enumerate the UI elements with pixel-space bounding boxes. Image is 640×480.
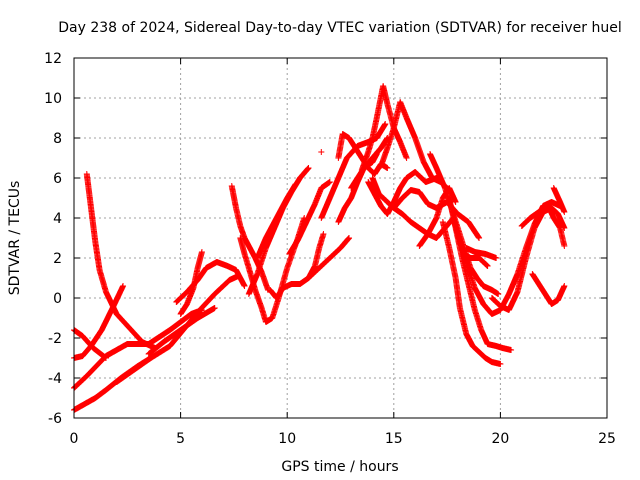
data-point-marks [463, 245, 500, 261]
plot-frame [73, 57, 608, 419]
data-point-marks [416, 185, 459, 249]
y-axis-label: SDTVAR / TECUs [7, 181, 23, 296]
data-series-s16 [305, 235, 353, 281]
data-series-s07 [145, 305, 218, 357]
data-series-s15 [286, 179, 333, 257]
x-tick-label: 5 [176, 431, 185, 447]
data-series-s24 [348, 151, 380, 191]
data-point-marks [348, 151, 380, 191]
x-tick-label: 25 [598, 431, 616, 447]
data-series-s33 [518, 201, 568, 249]
data-point-marks [335, 135, 391, 225]
x-tick-label: 20 [491, 431, 509, 447]
x-tick-label: 0 [70, 431, 79, 447]
data-series-s18 [335, 135, 391, 225]
y-tick-label: 0 [53, 291, 62, 307]
y-tick-label: 6 [53, 171, 62, 187]
data-series-s14 [267, 231, 327, 301]
y-tick-label: 8 [53, 131, 62, 147]
y-axis-ticks: -6 -4 -2 0 2 4 6 8 10 12 [44, 51, 607, 427]
data-point-marks [550, 185, 568, 215]
data-series-s27 [416, 185, 459, 249]
data-point-marks [518, 201, 568, 249]
x-axis-ticks: 0 5 10 15 20 25 [70, 58, 616, 447]
y-tick-label: -2 [48, 331, 62, 347]
data-point-marks [83, 171, 159, 351]
x-axis-label: GPS time / hours [281, 459, 398, 475]
data-series-s34 [529, 271, 568, 307]
y-tick-label: 10 [44, 91, 62, 107]
y-tick-label: 2 [53, 251, 62, 267]
data-series-s04 [83, 171, 159, 351]
x-tick-label: 10 [278, 431, 296, 447]
data-point-marks [286, 179, 333, 257]
data-series-s13 [254, 181, 299, 261]
data-points [71, 83, 568, 413]
x-tick-label: 15 [385, 431, 403, 447]
data-series-s31 [463, 245, 500, 261]
data-series-s26 [427, 151, 502, 297]
data-point-marks [267, 231, 327, 301]
data-point-marks [305, 235, 353, 281]
y-tick-label: 4 [53, 211, 62, 227]
y-tick-label: -6 [48, 411, 62, 427]
y-tick-label: -4 [48, 371, 62, 387]
data-point-marks [177, 249, 205, 317]
data-point-marks [439, 219, 504, 367]
y-tick-label: 12 [44, 51, 62, 67]
data-series-s36 [318, 149, 325, 155]
data-point-marks [254, 181, 299, 261]
data-series-s28 [439, 219, 504, 367]
data-point-marks [529, 271, 568, 307]
data-point-marks [378, 99, 444, 185]
data-point-marks [145, 305, 218, 357]
data-series-s35 [550, 185, 568, 215]
data-point-marks [427, 151, 502, 297]
chart-title: Day 238 of 2024, Sidereal Day-to-day VTE… [58, 20, 621, 36]
data-point-marks [318, 149, 325, 155]
data-series-s09 [177, 249, 205, 317]
data-series-s22 [378, 99, 444, 185]
